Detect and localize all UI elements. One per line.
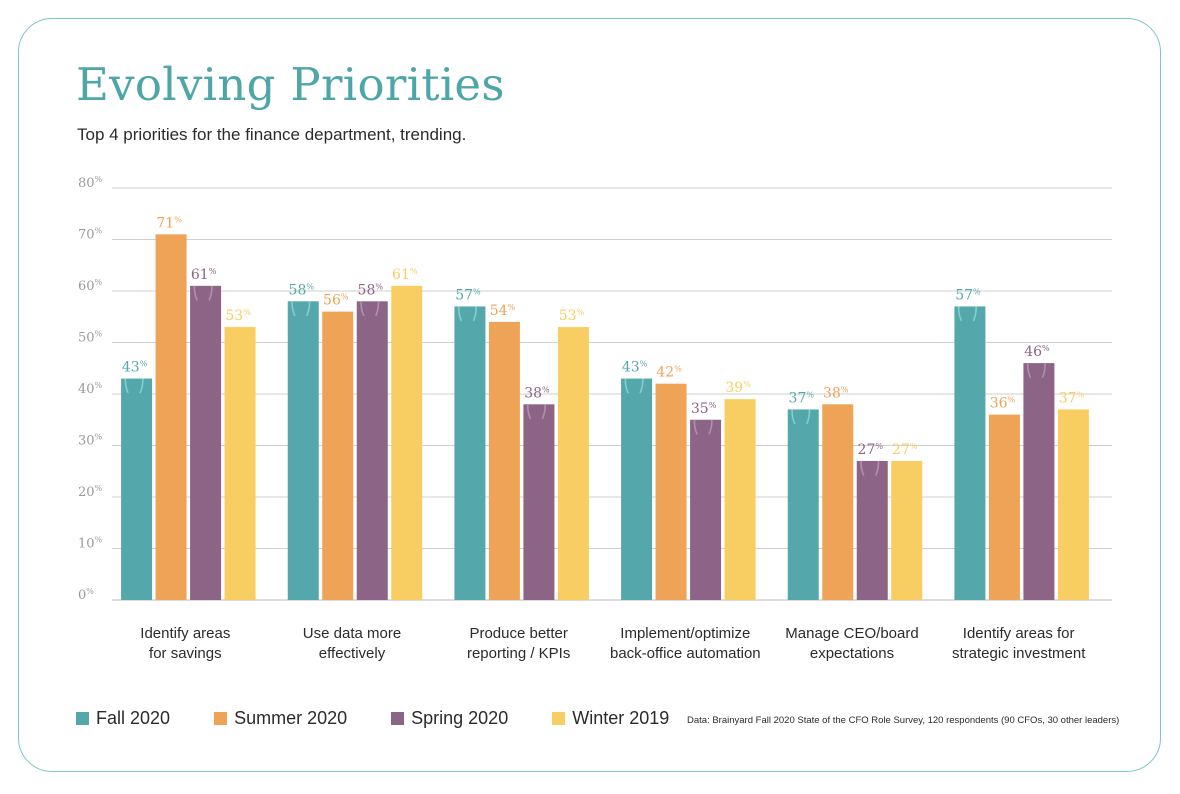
bar-pattern <box>957 306 977 322</box>
bar-pattern <box>291 301 311 317</box>
bar <box>621 378 653 600</box>
bar-pattern <box>693 419 713 435</box>
data-label: 35% <box>691 401 717 417</box>
bar <box>1023 363 1055 600</box>
legend-swatch <box>391 712 405 725</box>
data-label: 37% <box>1059 390 1085 406</box>
bar <box>988 414 1020 600</box>
bar <box>391 285 423 600</box>
bar-pattern <box>860 460 880 476</box>
y-tick-label: 60% <box>78 278 103 294</box>
data-label: 54% <box>490 303 516 319</box>
data-label: 57% <box>955 287 981 303</box>
data-label: 57% <box>455 287 481 303</box>
bar-pattern <box>526 404 546 420</box>
y-tick-label: 50% <box>78 330 103 346</box>
data-label: 27% <box>858 442 884 458</box>
data-label: 58% <box>358 282 384 298</box>
data-label: 39% <box>725 380 751 396</box>
x-tick-label: reporting / KPIs <box>467 645 570 662</box>
chart-card <box>18 18 1161 772</box>
x-tick-label: Manage CEO/board <box>785 625 918 642</box>
legend-item-fall-2020: Fall 2020 <box>76 708 170 729</box>
bar <box>822 404 854 600</box>
bar <box>557 327 589 600</box>
legend-item-winter-2019: Winter 2019 <box>552 708 669 729</box>
data-label: 56% <box>323 293 349 309</box>
data-label: 38% <box>823 385 849 401</box>
data-label: 71% <box>156 215 182 231</box>
bar <box>322 311 354 600</box>
bar <box>787 409 819 600</box>
bar <box>287 301 319 600</box>
data-source-note: Data: Brainyard Fall 2020 State of the C… <box>687 715 1120 726</box>
bar <box>891 460 923 600</box>
legend-swatch <box>552 712 566 725</box>
bar <box>190 285 222 600</box>
data-label: 46% <box>1024 344 1050 360</box>
data-label: 36% <box>990 396 1016 412</box>
x-tick-label: Use data more <box>303 625 401 642</box>
bar <box>954 306 986 600</box>
bar-pattern <box>791 409 811 425</box>
legend-item-spring-2020: Spring 2020 <box>391 708 508 729</box>
data-label: 37% <box>789 390 815 406</box>
chart-subtitle: Top 4 priorities for the finance departm… <box>77 125 467 144</box>
x-tick-label: Implement/optimize <box>620 625 750 642</box>
bar <box>724 399 756 600</box>
data-label: 38% <box>524 385 550 401</box>
x-tick-label: back-office automation <box>610 645 761 662</box>
bar-pattern <box>1026 363 1046 378</box>
data-label: 42% <box>656 365 682 381</box>
x-tick-label: strategic investment <box>952 645 1086 662</box>
legend-label: Fall 2020 <box>96 708 171 728</box>
bar <box>488 321 520 600</box>
legend: Fall 2020 Summer 2020 Spring 2020 Winter… <box>76 708 713 729</box>
y-tick-label: 80% <box>78 175 103 191</box>
x-tick-label: Produce better <box>469 625 567 642</box>
y-tick-label: 10% <box>78 536 103 552</box>
bar-pattern <box>193 285 213 301</box>
legend-swatch <box>214 712 228 725</box>
bar <box>224 327 256 600</box>
bar-pattern <box>624 378 644 394</box>
data-label: 27% <box>892 442 918 458</box>
y-tick-label: 70% <box>78 227 103 243</box>
data-label: 43% <box>122 360 148 376</box>
data-label: 58% <box>289 282 315 298</box>
bar <box>1057 409 1089 600</box>
y-tick-label: 0% <box>78 587 94 603</box>
bar <box>121 378 153 600</box>
legend-swatch <box>76 712 89 725</box>
data-label: 61% <box>191 267 217 283</box>
legend-label: Spring 2020 <box>411 708 509 728</box>
bar-pattern <box>124 378 144 394</box>
bar-pattern <box>457 306 477 322</box>
bar <box>523 404 555 600</box>
chart-title: Evolving Priorities <box>76 58 505 111</box>
data-label: 43% <box>622 360 648 376</box>
x-tick-label: effectively <box>319 645 386 662</box>
y-tick-label: 40% <box>78 381 103 397</box>
data-label: 53% <box>559 308 585 324</box>
x-tick-label: for savings <box>149 645 222 662</box>
x-tick-label: expectations <box>810 645 894 662</box>
bar <box>690 419 722 600</box>
y-tick-label: 20% <box>78 484 103 500</box>
y-tick-label: 30% <box>78 433 103 449</box>
legend-label: Winter 2019 <box>572 708 670 728</box>
bar <box>454 306 486 600</box>
x-tick-label: Identify areas for <box>963 625 1075 642</box>
data-label: 53% <box>225 308 251 324</box>
data-label: 61% <box>392 267 418 283</box>
legend-item-summer-2020: Summer 2020 <box>214 708 347 729</box>
bar <box>856 460 888 600</box>
legend-label: Summer 2020 <box>234 708 348 728</box>
x-tick-label: Identify areas <box>140 625 230 642</box>
bar <box>155 234 187 600</box>
bar-pattern <box>360 301 380 317</box>
bar <box>356 301 388 600</box>
bar <box>655 383 687 600</box>
